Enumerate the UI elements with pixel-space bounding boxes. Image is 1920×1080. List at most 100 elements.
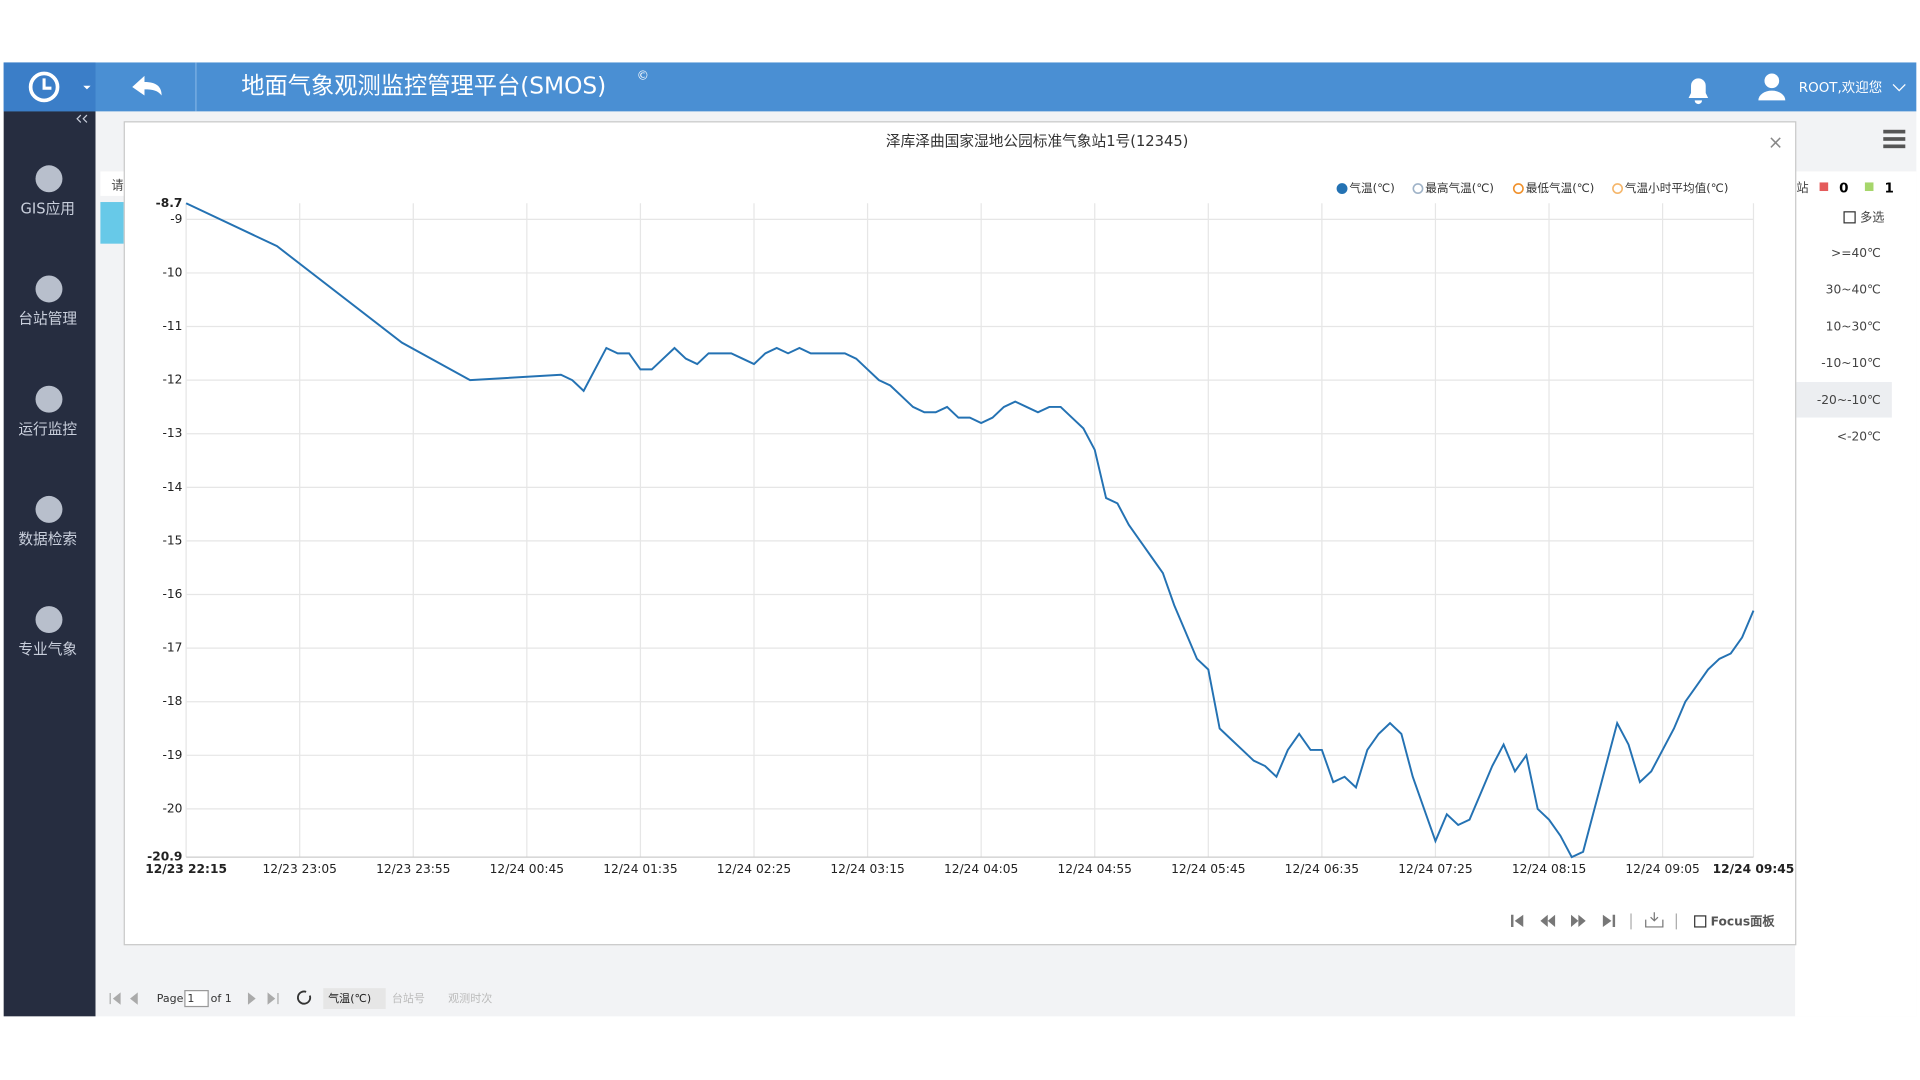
y-tick-label: -17: [162, 641, 182, 655]
menu-item[interactable]: 专业气象: [18, 641, 77, 658]
focus-checkbox[interactable]: [1694, 915, 1707, 928]
sort-button[interactable]: 气温(℃): [328, 991, 371, 1005]
list-button[interactable]: [1883, 129, 1906, 149]
range-highlight: [1796, 382, 1892, 418]
legend-marker: [1336, 183, 1348, 195]
first-button[interactable]: [1511, 914, 1524, 927]
copyright-mark: ©: [637, 68, 649, 82]
dropdown-arrow: [83, 85, 91, 90]
chart-dialog: [123, 121, 1797, 946]
legend-label[interactable]: 最低气温(℃): [1526, 181, 1595, 195]
y-tick-label: -15: [162, 533, 182, 547]
input-box: [100, 171, 125, 196]
x-tick-label: 12/23 22:15: [145, 862, 227, 876]
last-button[interactable]: [1602, 914, 1616, 927]
chart: -8.7 -9 -10 -11 -12 -13 -14 -15 -16 -17 -18 -19 -20 -…: [145, 181, 1794, 876]
sort-buttons: 气温(℃) 台站号 观测时次: [328, 991, 492, 1005]
red-swatch: [1819, 182, 1829, 192]
y-tick-label: -20: [162, 801, 182, 815]
download-button[interactable]: [1645, 912, 1664, 928]
focus-label: Focus面板: [1711, 914, 1776, 929]
alarm-button[interactable]: [1688, 78, 1709, 105]
legend-label[interactable]: 最高气温(℃): [1425, 181, 1494, 195]
menu-icon: [35, 385, 63, 413]
y-tick-label: -11: [162, 319, 182, 333]
page-input[interactable]: [184, 990, 209, 1008]
back-button[interactable]: [132, 75, 162, 96]
x-tick-label: 12/24 01:35: [603, 862, 677, 876]
chart-title: 泽库泽曲国家湿地公园标准气象站1号(12345): [886, 133, 1189, 150]
temperature-line: [185, 202, 1755, 859]
y-tick-label: -20.9: [147, 850, 182, 864]
x-tick-label: 12/24 02:25: [717, 862, 791, 876]
next-button[interactable]: [1571, 914, 1586, 927]
station-label: 站: [1796, 181, 1808, 195]
count-red: 0: [1839, 182, 1848, 197]
menu-icon: [35, 165, 63, 193]
y-tick-label: -19: [162, 748, 182, 762]
legend-label[interactable]: 气温小时平均值(℃): [1625, 181, 1729, 195]
pager: Page 1 of 1: [109, 988, 386, 1009]
x-tick-label: 12/24 07:25: [1398, 862, 1472, 876]
count-green: 1: [1884, 182, 1893, 197]
prev-button[interactable]: [1540, 914, 1556, 927]
menu-item[interactable]: 运行监控: [18, 421, 77, 438]
y-tick-label: -16: [162, 587, 182, 601]
y-tick-label: -13: [162, 426, 182, 440]
menu-item[interactable]: 台站管理: [18, 311, 77, 328]
page-label: Page: [157, 992, 184, 1005]
clock-hands: [42, 78, 52, 90]
x-tick-label: 12/24 09:45: [1713, 862, 1795, 876]
sort-button[interactable]: 观测时次: [448, 991, 492, 1005]
x-tick-label: 12/23 23:55: [376, 862, 450, 876]
sort-active: [323, 988, 386, 1009]
x-tick-label: 12/24 03:15: [830, 862, 904, 876]
sidebar: [3, 111, 96, 1017]
selected-row: [100, 202, 124, 244]
sort-button[interactable]: 台站号: [392, 991, 425, 1005]
legend-label[interactable]: 气温(℃): [1349, 181, 1394, 195]
user-arrow: [1892, 84, 1906, 92]
menu-icon: [35, 606, 63, 634]
range-label: >=40℃: [1831, 246, 1881, 260]
chart-toolbar: [1511, 912, 1707, 928]
page-count: of 1: [211, 992, 232, 1005]
green-swatch: [1864, 182, 1874, 192]
refresh-button[interactable]: [297, 990, 312, 1005]
user-icon: [1764, 73, 1780, 89]
app-title: 地面气象观测监控管理平台(SMOS): [241, 72, 606, 99]
collapse-button[interactable]: [76, 114, 88, 123]
menu-icon: [35, 275, 63, 303]
user-menu[interactable]: ROOT,欢迎您: [1799, 79, 1882, 96]
legend-marker: [1412, 183, 1424, 195]
x-tick-label: 12/24 09:05: [1625, 862, 1699, 876]
page-value: 1: [187, 992, 194, 1005]
close-button[interactable]: ×: [1768, 132, 1783, 153]
menu-item[interactable]: 数据检索: [18, 531, 77, 548]
y-tick-label: -12: [162, 373, 182, 387]
range-legend: >=40℃ 30~40℃ 10~30℃ -10~10℃ -20~-10℃ <-20℃: [1817, 246, 1881, 444]
x-tick-label: 12/24 00:45: [490, 862, 564, 876]
legend-marker: [1612, 183, 1623, 195]
history-icon: [28, 71, 60, 103]
user-body: [1758, 90, 1786, 101]
multi-label: 多选: [1860, 210, 1884, 224]
y-tick-label: -8.7: [156, 196, 183, 210]
x-tick-label: 12/23 23:05: [262, 862, 336, 876]
x-tick-label: 12/24 04:05: [944, 862, 1018, 876]
menu-item[interactable]: GIS应用: [21, 199, 75, 217]
multi-checkbox[interactable]: [1843, 211, 1856, 224]
header-bar: [3, 62, 1917, 112]
range-label: 30~40℃: [1826, 283, 1881, 297]
menu-icon: [35, 495, 63, 523]
range-label: -10~10℃: [1821, 356, 1881, 370]
right-panel: [1795, 171, 1917, 1017]
range-label: 10~30℃: [1826, 319, 1881, 333]
y-tick-label: -18: [162, 694, 182, 708]
y-tick-label: -10: [162, 265, 182, 279]
x-tick-label: 12/24 05:45: [1171, 862, 1245, 876]
x-tick-label: 12/24 08:15: [1512, 862, 1586, 876]
